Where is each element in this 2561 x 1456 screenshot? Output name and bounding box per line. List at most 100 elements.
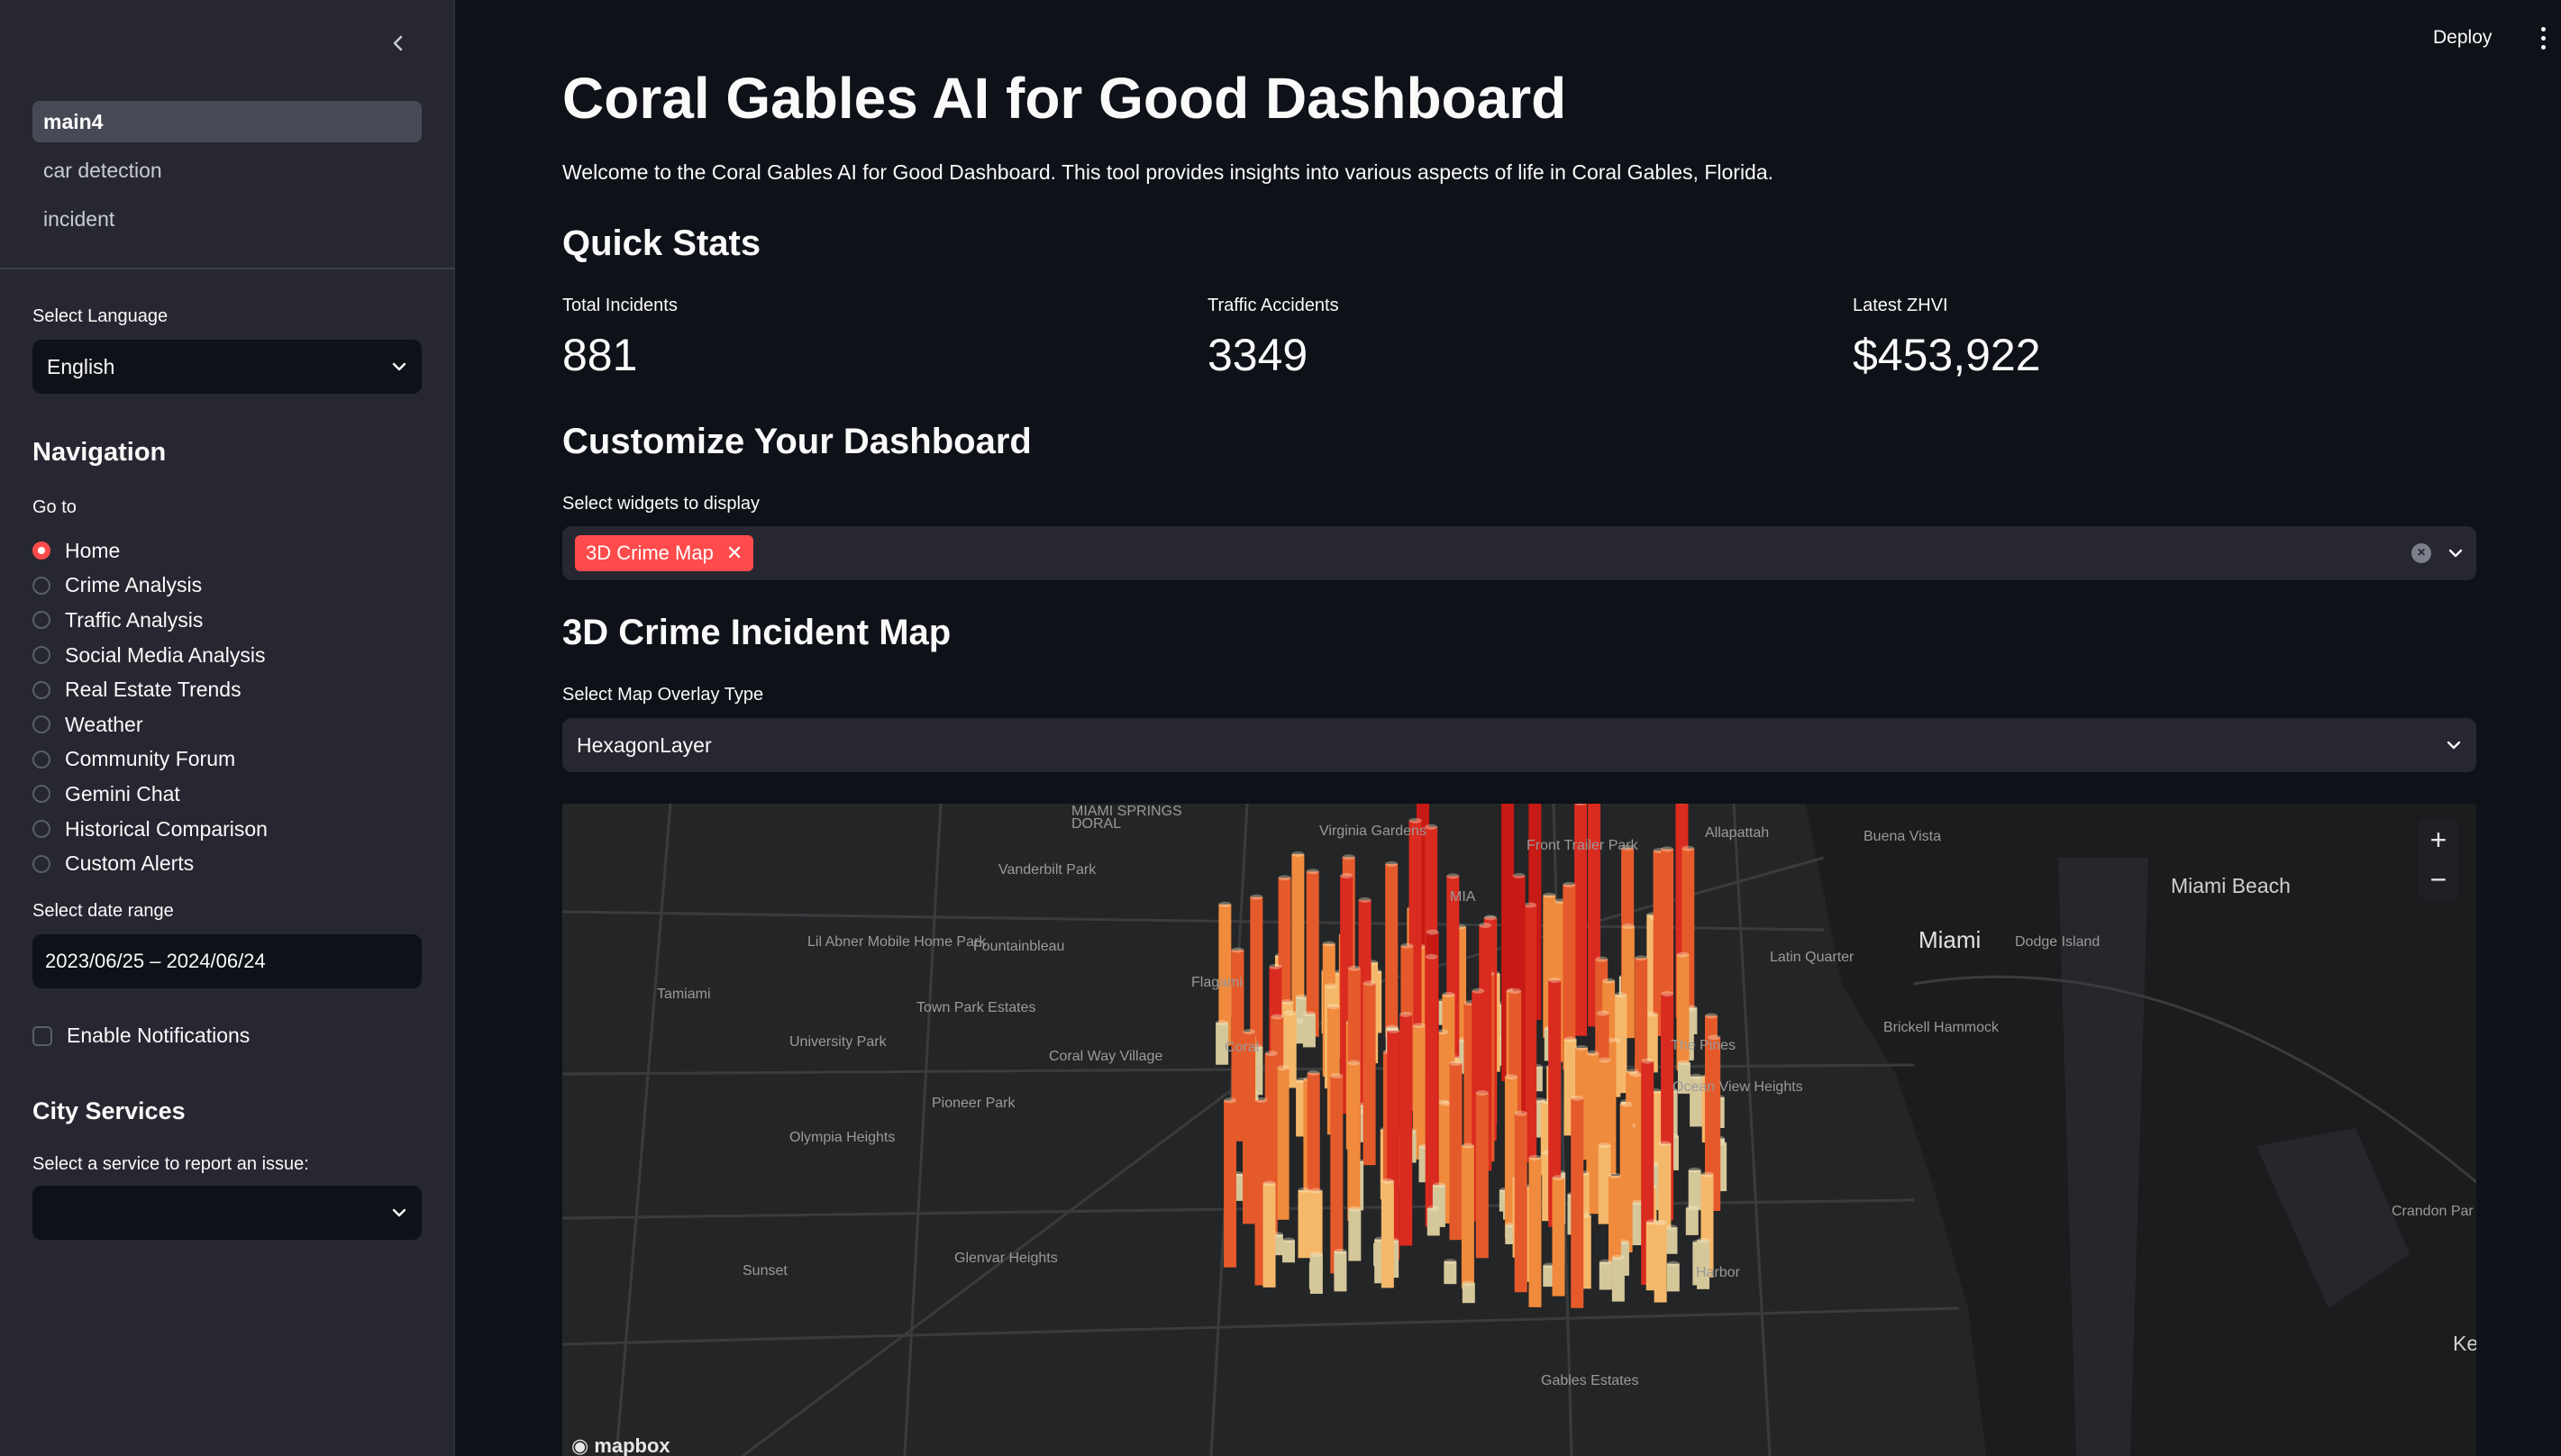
map-place-label: Dodge Island	[2015, 934, 2101, 950]
radio-real-estate-trends[interactable]: Real Estate Trends	[32, 672, 429, 707]
hexagon-bar	[1697, 1240, 1710, 1289]
city-services-select[interactable]	[32, 1186, 422, 1240]
hexagon-bar	[1216, 1023, 1229, 1065]
radio-icon	[32, 785, 50, 804]
radio-home[interactable]: Home	[32, 533, 429, 569]
map-place-label: Town Park Estates	[916, 1000, 1036, 1015]
hexagon-bar-top	[1271, 1014, 1284, 1020]
map-place-label: Coral Way Village	[1049, 1049, 1163, 1064]
hexagon-bar-top	[1385, 860, 1399, 867]
map-place-label: Allapattah	[1705, 825, 1770, 841]
hexagon-bar	[1276, 1068, 1290, 1220]
map-place-label: DORAL	[1071, 816, 1122, 832]
chevron-down-icon	[392, 1208, 406, 1217]
hexagon-bar-top	[1630, 1199, 1644, 1206]
hexagon-bar	[1426, 1208, 1440, 1236]
language-select[interactable]: English	[32, 340, 422, 394]
hexagon-bar	[1218, 904, 1232, 1046]
hexagon-bar-top	[1254, 1097, 1268, 1103]
hexagon-bar	[1444, 1261, 1457, 1285]
map-place-label: Buena Vista	[1864, 829, 1941, 844]
hexagon-bar-top	[1563, 881, 1576, 887]
hexagon-bar-top	[1298, 1188, 1311, 1194]
clear-all-icon[interactable]: ×	[2411, 543, 2431, 563]
radio-label: Gemini Chat	[65, 781, 180, 805]
hexagon-bar	[1348, 1208, 1362, 1261]
water-area	[1806, 804, 2476, 1456]
map-place-label: Gables Estates	[1541, 1373, 1639, 1388]
deploy-button[interactable]: Deploy	[2433, 27, 2493, 48]
radio-community-forum[interactable]: Community Forum	[32, 742, 429, 778]
radio-gemini-chat[interactable]: Gemini Chat	[32, 777, 429, 812]
radio-crime-analysis[interactable]: Crime Analysis	[32, 569, 429, 604]
hexagon-bar	[1347, 1062, 1361, 1222]
hexagon-bar-top	[1461, 1142, 1474, 1149]
widgets-multiselect[interactable]: 3D Crime Map ✕ ×	[562, 526, 2476, 580]
hexagon-bar-top	[1363, 980, 1376, 987]
hexagon-bar-top	[1688, 1167, 1701, 1173]
page-nav-car-detection[interactable]: car detection	[43, 159, 162, 182]
more-menu-icon[interactable]	[2532, 27, 2554, 58]
hexagon-bar-top	[1472, 987, 1485, 994]
hexagon-bar-top	[1348, 1206, 1362, 1212]
hexagon-bar-top	[1340, 873, 1353, 879]
hexagon-bar-top	[1342, 854, 1355, 860]
map-canvas[interactable]	[562, 804, 2476, 1456]
zoom-out-button[interactable]: −	[2429, 862, 2447, 896]
hexagon-bar	[1690, 1076, 1703, 1127]
hexagon-bar	[1586, 1052, 1599, 1215]
radio-traffic-analysis[interactable]: Traffic Analysis	[32, 603, 429, 638]
hexagon-bar-top	[1446, 873, 1460, 879]
radio-custom-alerts[interactable]: Custom Alerts	[32, 846, 429, 881]
hexagon-bar-top	[1264, 1051, 1278, 1057]
hexagon-bar-top	[1432, 1182, 1445, 1188]
hexagon-bar-top	[1302, 1011, 1316, 1017]
map-place-label: Harbor	[1696, 1265, 1740, 1280]
hexagon-bar	[1262, 1183, 1276, 1288]
date-range-input[interactable]: 2023/06/25 – 2024/06/24	[32, 934, 422, 988]
collapse-sidebar-button[interactable]	[380, 25, 416, 61]
radio-weather[interactable]: Weather	[32, 707, 429, 742]
radio-icon	[32, 820, 50, 839]
map-place-label-miami-beach: Miami Beach	[2171, 874, 2291, 897]
chevron-down-icon[interactable]	[2447, 545, 2464, 561]
hexagon-bar-top	[1483, 915, 1497, 921]
map-place-label: Fountainbleau	[973, 939, 1065, 954]
welcome-text: Welcome to the Coral Gables AI for Good …	[562, 160, 1774, 184]
hexagon-bar-top	[1685, 1205, 1699, 1211]
hexagon-bar	[1514, 1113, 1527, 1293]
hexagon-bar-top	[1479, 922, 1492, 928]
radio-historical-comparison[interactable]: Historical Comparison	[32, 812, 429, 847]
overlay-type-select[interactable]: HexagonLayer	[562, 718, 2476, 772]
sidebar-divider	[0, 268, 454, 269]
hexagon-bar-top	[1596, 1010, 1609, 1016]
page-nav-incident[interactable]: incident	[43, 207, 115, 231]
radio-social-media-analysis[interactable]: Social Media Analysis	[32, 638, 429, 673]
map-place-label-miami: Miami	[1918, 926, 1982, 953]
hexagon-bar	[1708, 1037, 1721, 1211]
hexagon-bar-top	[1224, 1097, 1237, 1104]
crime-map[interactable]: MIAMI SPRINGS DORAL Virginia Gardens Fro…	[562, 804, 2476, 1456]
hexagon-bar	[1685, 1207, 1699, 1235]
tag-label: 3D Crime Map	[586, 541, 714, 564]
hexagon-bar	[1654, 1222, 1667, 1303]
notifications-checkbox[interactable]: Enable Notifications	[32, 1024, 250, 1048]
hexagon-bar-top	[1586, 1050, 1599, 1056]
hexagon-bar	[1385, 863, 1399, 1038]
hexagon-bar-top	[1475, 1089, 1489, 1096]
hexagon-bar	[1688, 1169, 1701, 1211]
map-place-label: Ocean View Heights	[1672, 1079, 1803, 1095]
remove-tag-icon[interactable]: ✕	[725, 541, 743, 564]
mapbox-logo[interactable]: ◉ mapbox	[571, 1434, 670, 1456]
widget-tag-3d-crime-map[interactable]: 3D Crime Map ✕	[575, 535, 754, 571]
hexagon-bar-top	[1283, 1010, 1297, 1016]
map-place-label: Pioneer Park	[932, 1096, 1016, 1111]
page-nav-main4[interactable]: main4	[32, 101, 422, 142]
hexagon-bar-top	[1442, 991, 1455, 997]
zoom-in-button[interactable]: +	[2429, 823, 2447, 856]
hexagon-bar	[1334, 1251, 1347, 1292]
hexagon-bar	[1619, 1104, 1633, 1252]
hexagon-bar-top	[1347, 1060, 1361, 1066]
hexagon-bar-top	[1400, 942, 1414, 949]
hexagon-bar	[1676, 954, 1690, 1071]
